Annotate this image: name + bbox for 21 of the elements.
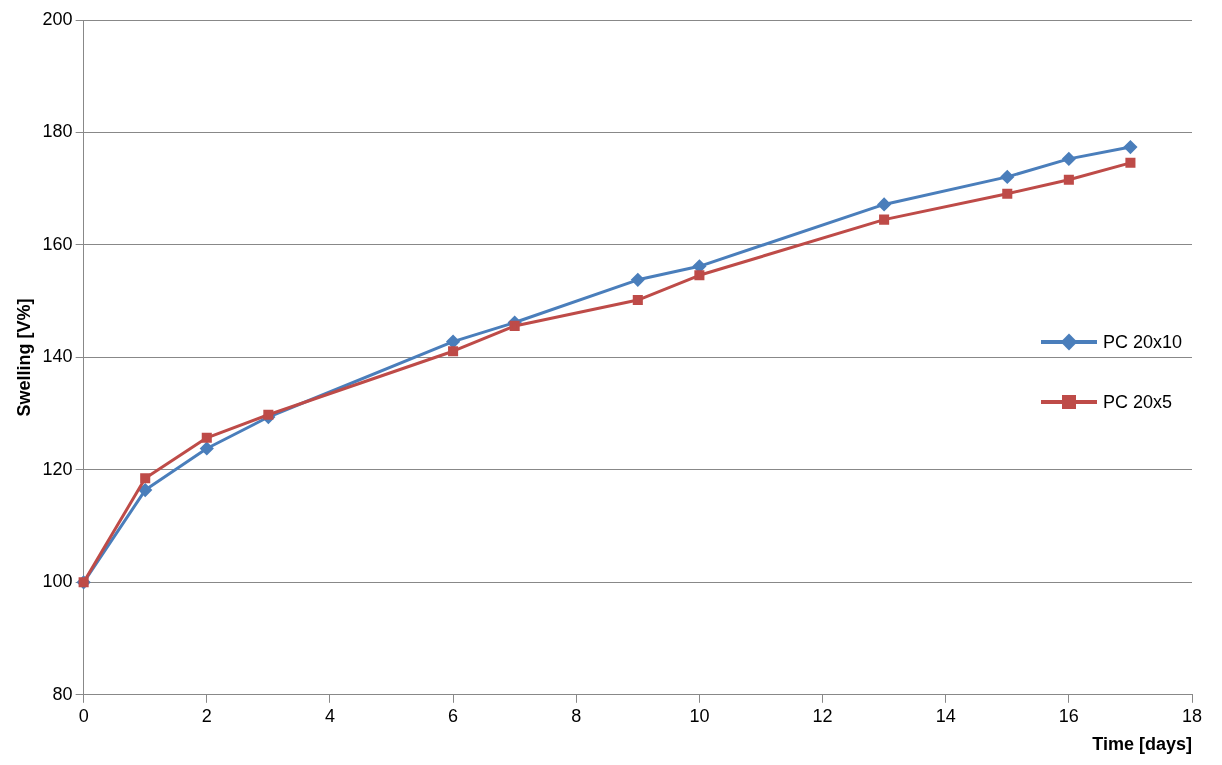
x-tick-label: 0 [78, 705, 89, 726]
x-tick-label: 10 [689, 705, 710, 726]
x-axis-title: Time [days] [1092, 734, 1192, 755]
x-tick-label: 8 [571, 705, 582, 726]
y-tick-label: 120 [42, 458, 73, 479]
y-tick-label: 180 [42, 121, 73, 142]
x-tick-label: 14 [935, 705, 956, 726]
x-tick-label: 2 [201, 705, 212, 726]
x-tick-label: 6 [448, 705, 459, 726]
y-tick-label: 140 [42, 346, 73, 367]
x-tick-label: 12 [812, 705, 833, 726]
y-tick-label: 100 [42, 571, 73, 592]
y-tick-label: 200 [42, 8, 73, 29]
x-tick-label: 16 [1058, 705, 1079, 726]
y-tick-label: 80 [52, 683, 73, 704]
x-tick-label: 18 [1181, 705, 1203, 726]
y-axis-title: Swelling [V%] [13, 298, 34, 417]
y-tick-label: 160 [42, 233, 73, 254]
legend-label: PC 20x5 [1103, 391, 1173, 413]
x-tick-label: 4 [324, 705, 335, 726]
legend-label: PC 20x10 [1103, 331, 1183, 353]
